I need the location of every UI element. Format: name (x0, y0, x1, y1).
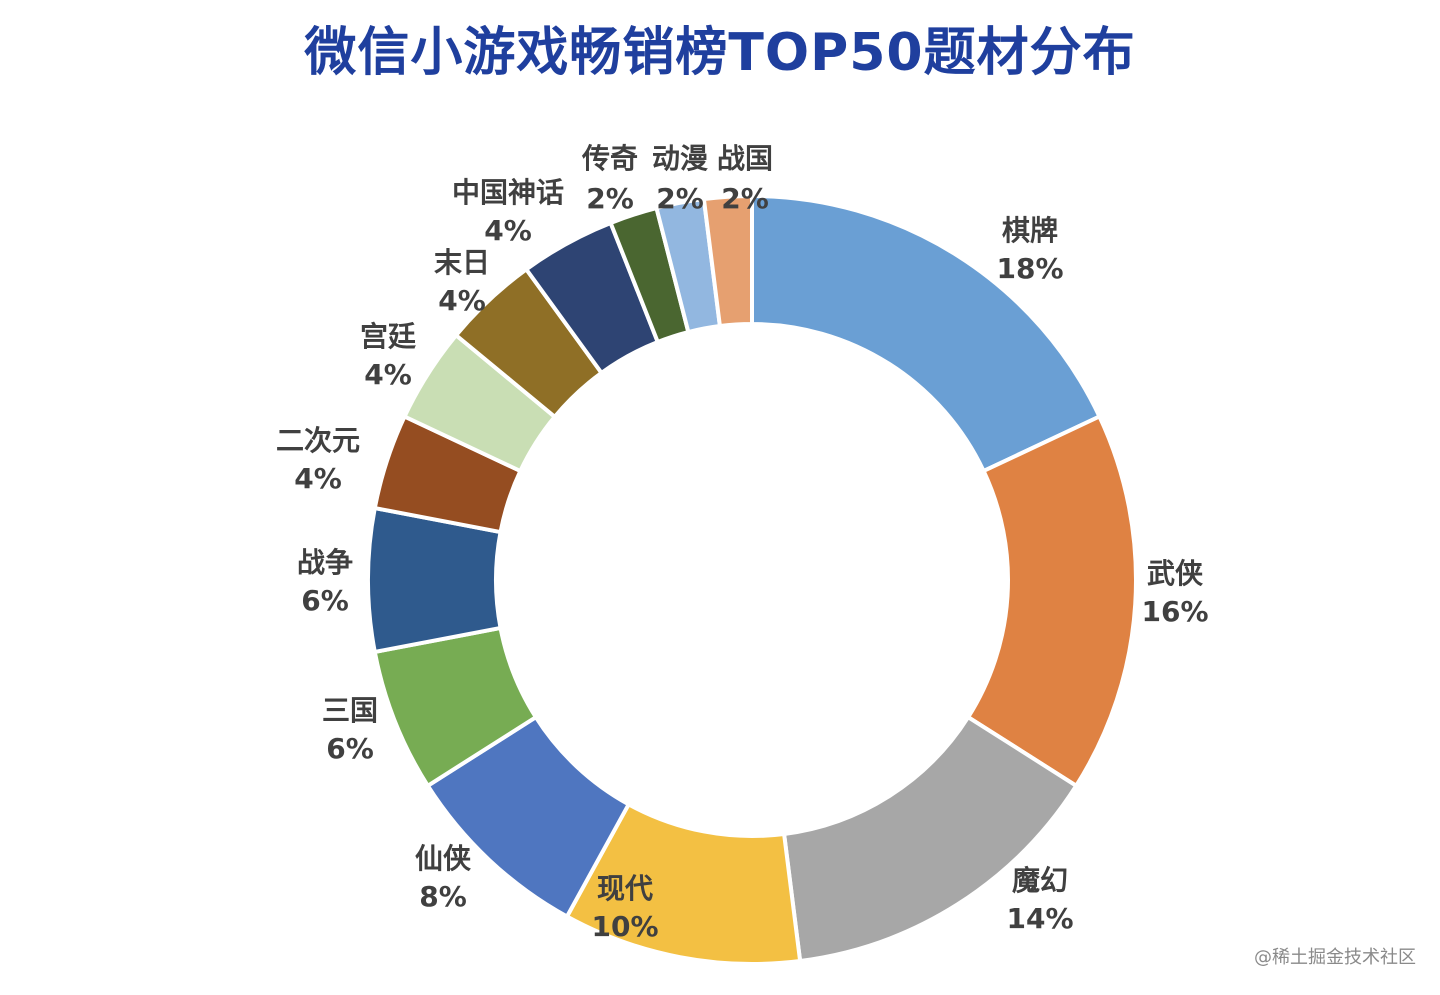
slice-0 (750, 193, 1103, 474)
slice-label-name-7: 二次元 (276, 424, 360, 457)
slice-label-value-10: 4% (484, 214, 532, 247)
slice-label-value-11: 2% (586, 182, 634, 215)
slice-label-name-11: 传奇 (581, 142, 638, 175)
slices-group (366, 193, 1138, 966)
chart-title: 微信小游戏畅销榜TOP50题材分布 (304, 23, 1136, 83)
labels-group: 棋牌18%武侠16%魔幻14%现代10%仙侠8%三国6%战争6%二次元4%宫廷4… (276, 142, 1209, 943)
slice-label-value-2: 14% (1006, 902, 1073, 935)
slice-label-name-1: 武侠 (1147, 557, 1204, 590)
slice-label-name-8: 宫廷 (360, 320, 416, 353)
slice-label-name-4: 仙侠 (415, 842, 472, 875)
watermark: @稀土掘金技术社区 (1254, 947, 1416, 968)
slice-label-name-10: 中国神话 (452, 176, 564, 209)
slice-label-value-1: 16% (1141, 595, 1208, 628)
slice-label-value-4: 8% (419, 880, 467, 913)
slice-label-name-9: 末日 (434, 246, 490, 279)
slice-label-name-5: 三国 (322, 694, 378, 727)
slice-label-value-3: 10% (591, 910, 658, 943)
slice-label-name-3: 现代 (597, 872, 653, 905)
slice-label-name-0: 棋牌 (1002, 214, 1058, 247)
slice-13 (701, 193, 754, 329)
slice-label-name-12: 动漫 (652, 142, 708, 175)
slice-label-value-5: 6% (326, 732, 374, 765)
slice-label-name-13: 战国 (717, 142, 773, 175)
slice-label-value-7: 4% (294, 462, 342, 495)
slice-label-name-6: 战争 (297, 546, 353, 579)
slice-label-value-12: 2% (656, 182, 704, 215)
slice-label-name-2: 魔幻 (1012, 864, 1068, 897)
slice-label-value-9: 4% (438, 284, 486, 317)
slice-label-value-8: 4% (364, 358, 412, 391)
slice-1 (965, 413, 1138, 789)
slice-label-value-6: 6% (301, 584, 349, 617)
slice-label-value-13: 2% (721, 182, 769, 215)
slice-label-value-0: 18% (996, 252, 1063, 285)
